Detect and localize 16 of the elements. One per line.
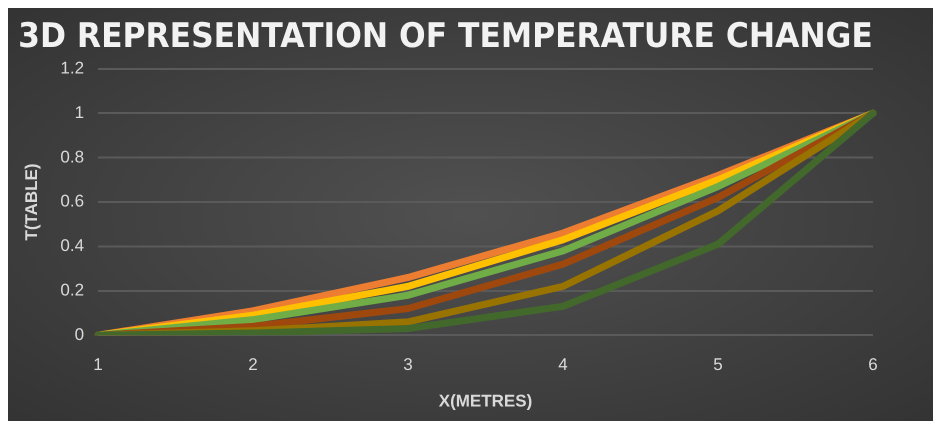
y-tick-label: 0.8: [60, 147, 84, 166]
y-tick-label: 1: [74, 102, 84, 122]
y-tick-label: 1.2: [60, 58, 84, 78]
x-tick-label: 1: [93, 355, 103, 374]
x-axis-title: X(METRES): [438, 391, 532, 410]
x-tick-label: 2: [248, 355, 258, 374]
y-tick-label: 0: [74, 324, 84, 344]
y-tick-label: 0.2: [60, 280, 84, 300]
y-tick-label: 0.4: [60, 236, 84, 256]
y-tick-label: 0.6: [60, 192, 84, 211]
y-axis-title: T(TABLE): [22, 163, 41, 241]
x-tick-label: 4: [558, 355, 568, 374]
x-tick-label: 3: [403, 355, 413, 374]
x-tick-label: 6: [868, 355, 878, 374]
x-tick-label: 5: [713, 355, 723, 374]
chart-title: 3D REPRESENTATION OF TEMPERATURE CHANGE: [18, 16, 873, 56]
